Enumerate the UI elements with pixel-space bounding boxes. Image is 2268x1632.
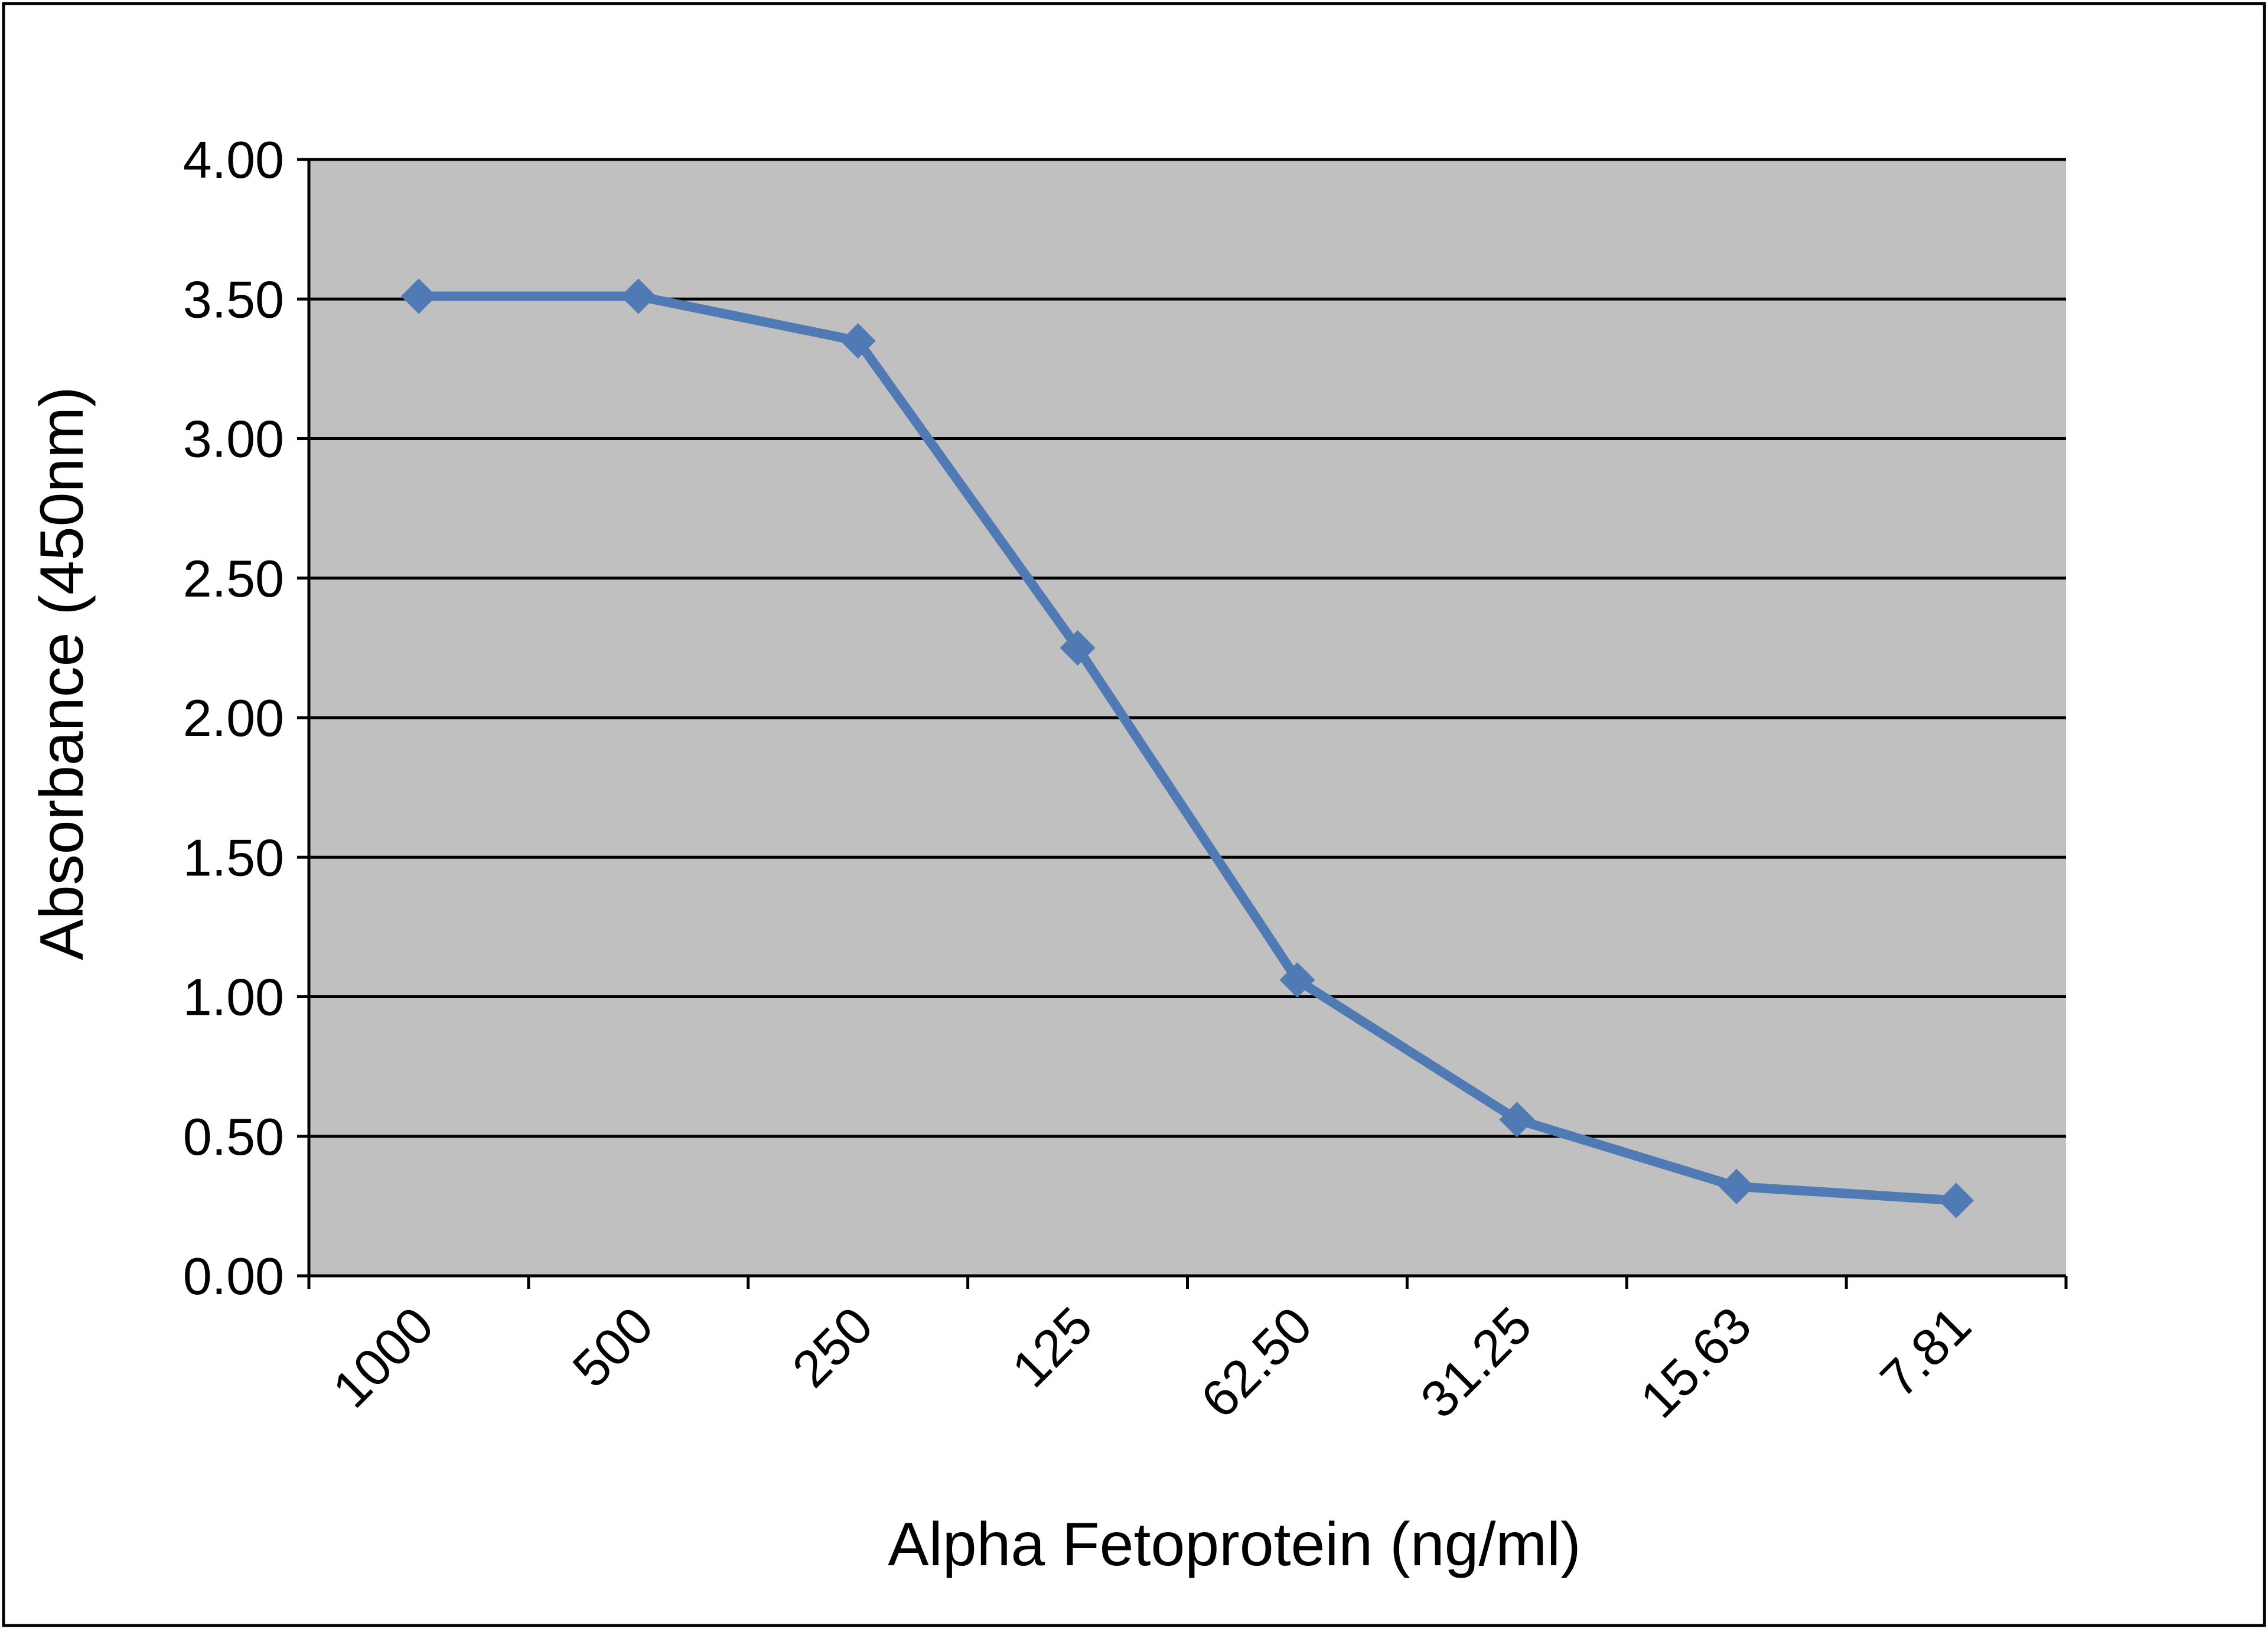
axes <box>297 158 2068 1289</box>
x-axis-label: Alpha Fetoprotein (ng/ml) <box>888 1510 1581 1579</box>
data-point-marker <box>1719 1168 1755 1204</box>
series-layer <box>400 278 1974 1219</box>
data-point-marker <box>1060 630 1096 666</box>
data-point-marker <box>1938 1183 1974 1219</box>
y-tick-label: 2.00 <box>183 689 284 747</box>
data-point-marker <box>840 323 876 359</box>
y-tick-label: 0.50 <box>183 1107 284 1166</box>
y-tick-label: 3.50 <box>183 270 284 328</box>
y-tick-label: 0.00 <box>183 1247 284 1305</box>
y-tick-label: 1.50 <box>183 828 284 887</box>
y-tick-label: 1.00 <box>183 968 284 1027</box>
y-tick-label: 3.00 <box>183 410 284 468</box>
data-point-marker <box>1279 962 1315 998</box>
data-point-marker <box>620 278 656 314</box>
y-tick-label: 4.00 <box>183 131 284 189</box>
y-tick-label: 2.50 <box>183 549 284 608</box>
data-point-marker <box>400 278 436 314</box>
series-line <box>413 291 1961 1206</box>
y-axis-label: Absorbance (450nm) <box>28 386 96 960</box>
y-tick-labels: 0.00 0.50 1.00 1.50 2.00 2.50 3.00 3.50 4.00 <box>183 131 284 1305</box>
data-point-marker <box>1499 1102 1535 1138</box>
